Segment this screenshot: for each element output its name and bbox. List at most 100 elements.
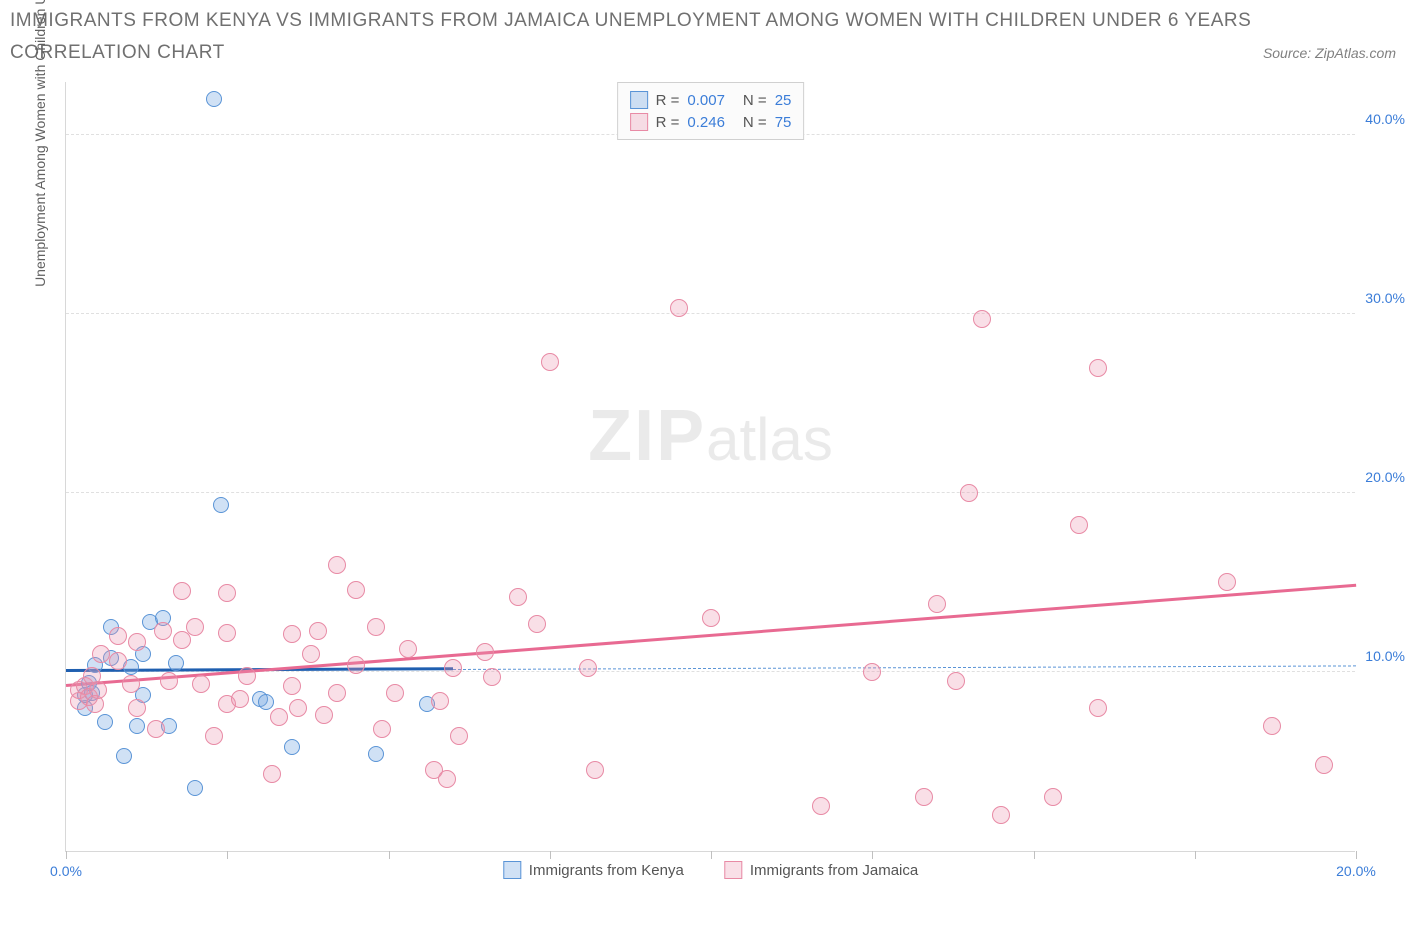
legend-n-value: 75 (775, 114, 792, 131)
legend-r-value: 0.007 (687, 92, 725, 109)
data-point (347, 656, 365, 674)
data-point (399, 640, 417, 658)
data-point (1263, 717, 1281, 735)
chart-title-line1: IMMIGRANTS FROM KENYA VS IMMIGRANTS FROM… (10, 10, 1396, 32)
data-point (328, 684, 346, 702)
x-tick (227, 851, 228, 859)
data-point (1044, 788, 1062, 806)
legend-r-value: 0.246 (687, 114, 725, 131)
legend-swatch (630, 113, 648, 131)
data-point (431, 692, 449, 710)
data-point (1218, 573, 1236, 591)
data-point (160, 672, 178, 690)
legend-swatch (503, 861, 521, 879)
data-point (186, 618, 204, 636)
data-point (586, 761, 604, 779)
data-point (129, 718, 145, 734)
x-tick (1034, 851, 1035, 859)
data-point (960, 484, 978, 502)
correlation-legend: R = 0.007 N = 25 R = 0.246 N = 75 (617, 82, 805, 140)
data-point (483, 668, 501, 686)
data-point (863, 663, 881, 681)
data-point (528, 615, 546, 633)
data-point (670, 299, 688, 317)
data-point (947, 672, 965, 690)
legend-r-label: R = (656, 92, 680, 109)
data-point (1089, 699, 1107, 717)
data-point (218, 624, 236, 642)
data-point (438, 770, 456, 788)
x-tick (66, 851, 67, 859)
x-tick (389, 851, 390, 859)
legend-n-value: 25 (775, 92, 792, 109)
data-point (315, 706, 333, 724)
legend-row: R = 0.007 N = 25 (630, 89, 792, 111)
data-point (1315, 756, 1333, 774)
data-point (302, 645, 320, 663)
data-point (109, 627, 127, 645)
data-point (928, 595, 946, 613)
data-point (154, 622, 172, 640)
correlation-chart: Unemployment Among Women with Children U… (10, 72, 1396, 912)
x-tick (711, 851, 712, 859)
data-point (128, 699, 146, 717)
data-point (116, 748, 132, 764)
data-point (122, 675, 140, 693)
data-point (702, 609, 720, 627)
data-point (128, 633, 146, 651)
chart-header: IMMIGRANTS FROM KENYA VS IMMIGRANTS FROM… (10, 10, 1396, 72)
data-point (915, 788, 933, 806)
data-point (347, 581, 365, 599)
data-point (476, 643, 494, 661)
gridline (66, 492, 1355, 493)
data-point (444, 659, 462, 677)
data-point (541, 353, 559, 371)
source-label: Source: ZipAtlas.com (1263, 45, 1396, 61)
data-point (109, 652, 127, 670)
series-legend-label: Immigrants from Jamaica (750, 862, 918, 879)
legend-r-label: R = (656, 114, 680, 131)
data-point (147, 720, 165, 738)
data-point (373, 720, 391, 738)
legend-swatch (630, 91, 648, 109)
data-point (97, 714, 113, 730)
series-legend: Immigrants from Kenya Immigrants from Jam… (503, 861, 918, 879)
y-tick-label: 40.0% (1365, 111, 1405, 127)
data-point (283, 677, 301, 695)
series-legend-label: Immigrants from Kenya (529, 862, 684, 879)
data-point (187, 780, 203, 796)
data-point (367, 618, 385, 636)
data-point (218, 584, 236, 602)
data-point (368, 746, 384, 762)
data-point (173, 582, 191, 600)
legend-n-label: N = (743, 114, 767, 131)
y-tick-label: 10.0% (1365, 648, 1405, 664)
x-tick (1356, 851, 1357, 859)
legend-n-label: N = (743, 92, 767, 109)
data-point (973, 310, 991, 328)
series-legend-item: Immigrants from Jamaica (724, 861, 918, 879)
data-point (1070, 516, 1088, 534)
data-point (258, 694, 274, 710)
data-point (263, 765, 281, 783)
y-tick-label: 20.0% (1365, 469, 1405, 485)
series-legend-item: Immigrants from Kenya (503, 861, 684, 879)
data-point (1089, 359, 1107, 377)
data-point (992, 806, 1010, 824)
data-point (283, 625, 301, 643)
data-point (213, 497, 229, 513)
data-point (206, 91, 222, 107)
data-point (284, 739, 300, 755)
data-point (450, 727, 468, 745)
data-point (205, 727, 223, 745)
y-tick-label: 30.0% (1365, 290, 1405, 306)
data-point (386, 684, 404, 702)
data-point (509, 588, 527, 606)
data-point (192, 675, 210, 693)
data-point (289, 699, 307, 717)
legend-row: R = 0.246 N = 75 (630, 111, 792, 133)
watermark: ZIPatlas (588, 395, 833, 477)
gridline (66, 313, 1355, 314)
data-point (168, 655, 184, 671)
legend-swatch (724, 861, 742, 879)
